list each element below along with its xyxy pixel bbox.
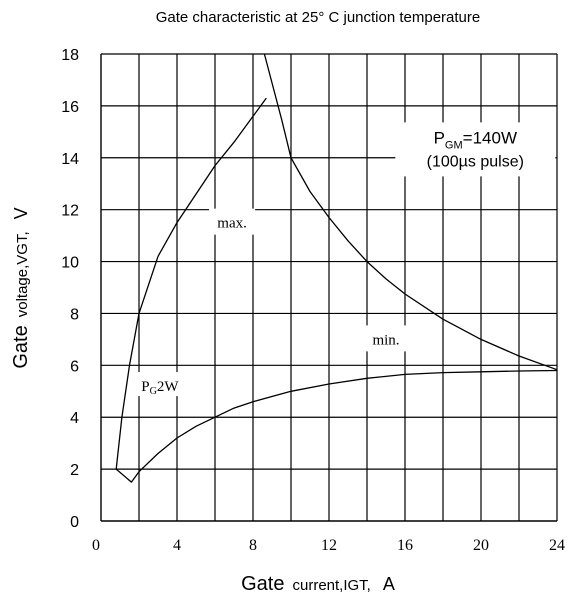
max-label-bg — [209, 208, 256, 235]
x-tick-label: 12 — [321, 537, 337, 554]
y-tick-label: 12 — [61, 203, 79, 220]
y-tick-label: 8 — [70, 306, 79, 323]
x-tick-label: 16 — [397, 537, 413, 554]
pg-label-main: P — [141, 379, 149, 395]
y-tick-label: 14 — [61, 151, 79, 168]
pgm-label-rest: =140W — [463, 128, 517, 147]
y-tick-label: 2 — [70, 462, 79, 479]
min-label: min. — [372, 332, 399, 348]
x-tick-label: 8 — [249, 537, 257, 554]
series-line-max- — [115, 97, 267, 470]
pg-label-bg — [135, 372, 184, 397]
x-axis-label-main: Gate — [241, 573, 284, 595]
x-tick-label: 20 — [473, 537, 489, 554]
curves — [115, 53, 558, 483]
y-tick-label: 10 — [61, 255, 79, 272]
y-tick-label: 16 — [61, 99, 79, 116]
pg-label-rest: 2W — [157, 379, 180, 395]
pgm-label-line2: (100µs pulse) — [427, 153, 524, 170]
y-tick-label: 6 — [70, 358, 79, 375]
y-tick-label: 18 — [61, 47, 79, 64]
y-tick-label: 4 — [70, 410, 79, 427]
y-axis-label-unit: V — [11, 207, 31, 219]
series-line-p-g — [115, 468, 140, 483]
pgm-label-bg — [395, 122, 556, 177]
x-tick-label: 0 — [92, 537, 100, 554]
x-axis-label-unit: A — [383, 574, 395, 594]
chart-title: Gate characteristic at 25° C junction te… — [156, 9, 481, 26]
pgm-label: PGM=140W — [434, 128, 517, 151]
x-axis-label-quantity: current,IGT, — [292, 577, 370, 594]
y-axis-label-main: Gate — [10, 325, 32, 368]
max-label: max. — [217, 216, 247, 232]
pg-label-sub: G — [150, 386, 157, 397]
pgm-label-sub: GM — [445, 139, 463, 151]
y-tick-label: 0 — [70, 514, 79, 531]
x-tick-label: 4 — [173, 537, 181, 554]
min-label-bg — [363, 325, 409, 352]
y-axis-label-quantity: voltage,VGT, — [14, 231, 31, 317]
pgm-label-main: P — [434, 128, 445, 147]
x-axis-label: Gate current,IGT, A — [241, 573, 395, 595]
y-axis-label: Gate voltage,VGT, V — [10, 207, 32, 368]
pg-label: PG2W — [141, 379, 179, 397]
x-tick-label: 24 — [549, 537, 565, 554]
axes — [100, 54, 557, 522]
series-line-min- — [138, 369, 558, 473]
series-line-p-gm — [263, 53, 558, 371]
